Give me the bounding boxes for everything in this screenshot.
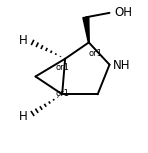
- Text: H: H: [19, 110, 28, 123]
- Text: or1: or1: [56, 89, 69, 98]
- Text: or1: or1: [88, 49, 102, 58]
- Polygon shape: [83, 17, 89, 43]
- Text: H: H: [19, 34, 28, 47]
- Text: or1: or1: [56, 63, 69, 72]
- Text: OH: OH: [114, 6, 132, 19]
- Text: NH: NH: [112, 59, 130, 72]
